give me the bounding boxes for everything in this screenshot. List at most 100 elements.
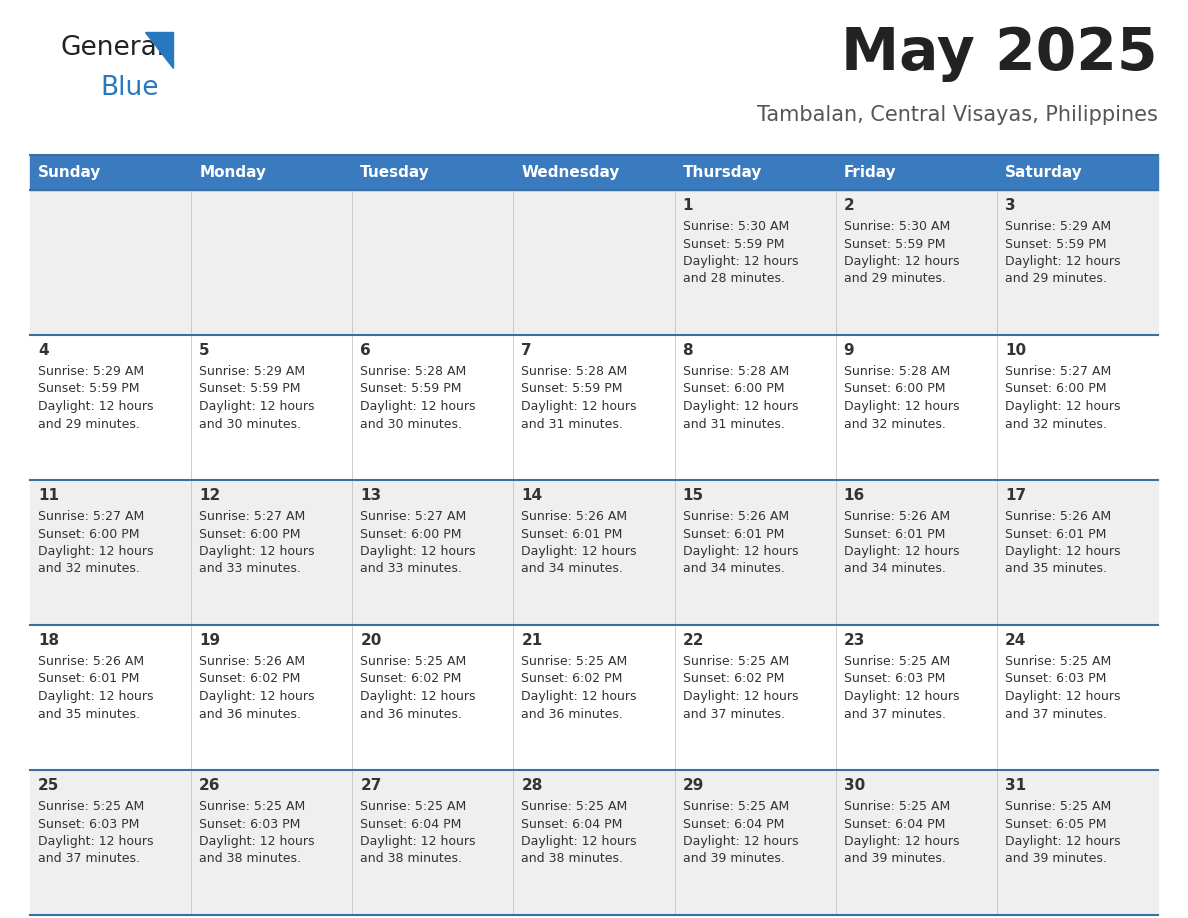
Text: Sunset: 6:03 PM: Sunset: 6:03 PM (1005, 673, 1106, 686)
Text: General: General (61, 35, 164, 61)
Text: and 39 minutes.: and 39 minutes. (683, 853, 784, 866)
Text: Sunrise: 5:25 AM: Sunrise: 5:25 AM (200, 800, 305, 813)
Text: May 2025: May 2025 (841, 25, 1158, 82)
Text: Daylight: 12 hours: Daylight: 12 hours (38, 835, 153, 848)
Text: and 39 minutes.: and 39 minutes. (843, 853, 946, 866)
Text: Daylight: 12 hours: Daylight: 12 hours (360, 400, 475, 413)
Text: Sunset: 6:02 PM: Sunset: 6:02 PM (200, 673, 301, 686)
Bar (353, 625, 513, 770)
Text: Daylight: 12 hours: Daylight: 12 hours (522, 400, 637, 413)
Text: Sunrise: 5:29 AM: Sunrise: 5:29 AM (200, 365, 305, 378)
Text: 21: 21 (522, 633, 543, 648)
Bar (675, 770, 835, 915)
Text: Sunrise: 5:25 AM: Sunrise: 5:25 AM (843, 655, 950, 668)
Text: 4: 4 (38, 343, 49, 358)
Text: Daylight: 12 hours: Daylight: 12 hours (360, 545, 475, 558)
Text: Sunset: 6:01 PM: Sunset: 6:01 PM (843, 528, 946, 541)
Text: 17: 17 (1005, 488, 1026, 503)
Text: Sunset: 5:59 PM: Sunset: 5:59 PM (38, 383, 139, 396)
Text: Daylight: 12 hours: Daylight: 12 hours (843, 400, 959, 413)
Text: 9: 9 (843, 343, 854, 358)
Bar (191, 190, 353, 335)
Text: Sunset: 6:04 PM: Sunset: 6:04 PM (683, 818, 784, 831)
Text: and 34 minutes.: and 34 minutes. (843, 563, 946, 576)
Text: 12: 12 (200, 488, 221, 503)
Text: 24: 24 (1005, 633, 1026, 648)
Text: and 37 minutes.: and 37 minutes. (843, 708, 946, 721)
Text: Friday: Friday (843, 165, 896, 180)
Text: Daylight: 12 hours: Daylight: 12 hours (843, 545, 959, 558)
Text: Blue: Blue (100, 75, 158, 101)
Text: Sunset: 5:59 PM: Sunset: 5:59 PM (683, 238, 784, 251)
Text: Sunset: 6:04 PM: Sunset: 6:04 PM (522, 818, 623, 831)
Text: Sunset: 6:02 PM: Sunset: 6:02 PM (683, 673, 784, 686)
Text: Sunset: 5:59 PM: Sunset: 5:59 PM (1005, 238, 1106, 251)
Text: and 37 minutes.: and 37 minutes. (38, 853, 140, 866)
Text: Sunrise: 5:26 AM: Sunrise: 5:26 AM (522, 510, 627, 523)
Bar (353, 190, 513, 335)
Text: and 33 minutes.: and 33 minutes. (360, 563, 462, 576)
Text: 5: 5 (200, 343, 210, 358)
Text: Sunset: 6:03 PM: Sunset: 6:03 PM (843, 673, 946, 686)
Bar (835, 190, 997, 335)
Bar (675, 155, 835, 190)
Text: and 28 minutes.: and 28 minutes. (683, 273, 784, 285)
Text: 19: 19 (200, 633, 220, 648)
Bar (997, 625, 1158, 770)
Text: 18: 18 (38, 633, 59, 648)
Text: Sunrise: 5:29 AM: Sunrise: 5:29 AM (38, 365, 144, 378)
Bar (835, 155, 997, 190)
Text: Sunset: 6:05 PM: Sunset: 6:05 PM (1005, 818, 1106, 831)
Text: 23: 23 (843, 633, 865, 648)
Text: Wednesday: Wednesday (522, 165, 620, 180)
Text: 22: 22 (683, 633, 704, 648)
Text: 6: 6 (360, 343, 371, 358)
Bar (675, 335, 835, 480)
Bar (353, 480, 513, 625)
Text: and 30 minutes.: and 30 minutes. (360, 418, 462, 431)
Text: and 35 minutes.: and 35 minutes. (38, 708, 140, 721)
Text: 27: 27 (360, 778, 381, 793)
Bar (835, 480, 997, 625)
Text: Daylight: 12 hours: Daylight: 12 hours (843, 255, 959, 268)
Text: 14: 14 (522, 488, 543, 503)
Text: Sunrise: 5:30 AM: Sunrise: 5:30 AM (843, 220, 950, 233)
Text: 29: 29 (683, 778, 704, 793)
Text: Sunset: 6:00 PM: Sunset: 6:00 PM (1005, 383, 1106, 396)
Text: Sunrise: 5:26 AM: Sunrise: 5:26 AM (1005, 510, 1111, 523)
Text: and 36 minutes.: and 36 minutes. (200, 708, 301, 721)
Bar (513, 480, 675, 625)
Text: and 38 minutes.: and 38 minutes. (522, 853, 624, 866)
Text: 3: 3 (1005, 198, 1016, 213)
Text: Sunset: 6:01 PM: Sunset: 6:01 PM (1005, 528, 1106, 541)
Text: Sunrise: 5:30 AM: Sunrise: 5:30 AM (683, 220, 789, 233)
Text: and 30 minutes.: and 30 minutes. (200, 418, 301, 431)
Text: and 34 minutes.: and 34 minutes. (522, 563, 624, 576)
Text: Sunset: 6:04 PM: Sunset: 6:04 PM (360, 818, 462, 831)
Text: and 37 minutes.: and 37 minutes. (1005, 708, 1107, 721)
Text: 13: 13 (360, 488, 381, 503)
Text: and 34 minutes.: and 34 minutes. (683, 563, 784, 576)
Text: and 38 minutes.: and 38 minutes. (200, 853, 301, 866)
Text: Daylight: 12 hours: Daylight: 12 hours (683, 255, 798, 268)
Text: Sunset: 6:01 PM: Sunset: 6:01 PM (38, 673, 139, 686)
Bar (30, 625, 191, 770)
Text: Daylight: 12 hours: Daylight: 12 hours (200, 400, 315, 413)
Bar (191, 480, 353, 625)
Text: Sunset: 6:00 PM: Sunset: 6:00 PM (200, 528, 301, 541)
Text: and 29 minutes.: and 29 minutes. (1005, 273, 1107, 285)
Text: Daylight: 12 hours: Daylight: 12 hours (38, 545, 153, 558)
Bar (191, 335, 353, 480)
Bar (353, 155, 513, 190)
Text: Sunrise: 5:25 AM: Sunrise: 5:25 AM (1005, 655, 1111, 668)
Text: Saturday: Saturday (1005, 165, 1082, 180)
Text: Sunrise: 5:28 AM: Sunrise: 5:28 AM (683, 365, 789, 378)
Text: Daylight: 12 hours: Daylight: 12 hours (843, 690, 959, 703)
Text: Daylight: 12 hours: Daylight: 12 hours (522, 690, 637, 703)
Text: and 29 minutes.: and 29 minutes. (843, 273, 946, 285)
Text: Sunset: 6:04 PM: Sunset: 6:04 PM (843, 818, 946, 831)
Text: Daylight: 12 hours: Daylight: 12 hours (1005, 255, 1120, 268)
Text: Sunset: 6:03 PM: Sunset: 6:03 PM (38, 818, 139, 831)
Text: Daylight: 12 hours: Daylight: 12 hours (683, 400, 798, 413)
Bar (30, 335, 191, 480)
